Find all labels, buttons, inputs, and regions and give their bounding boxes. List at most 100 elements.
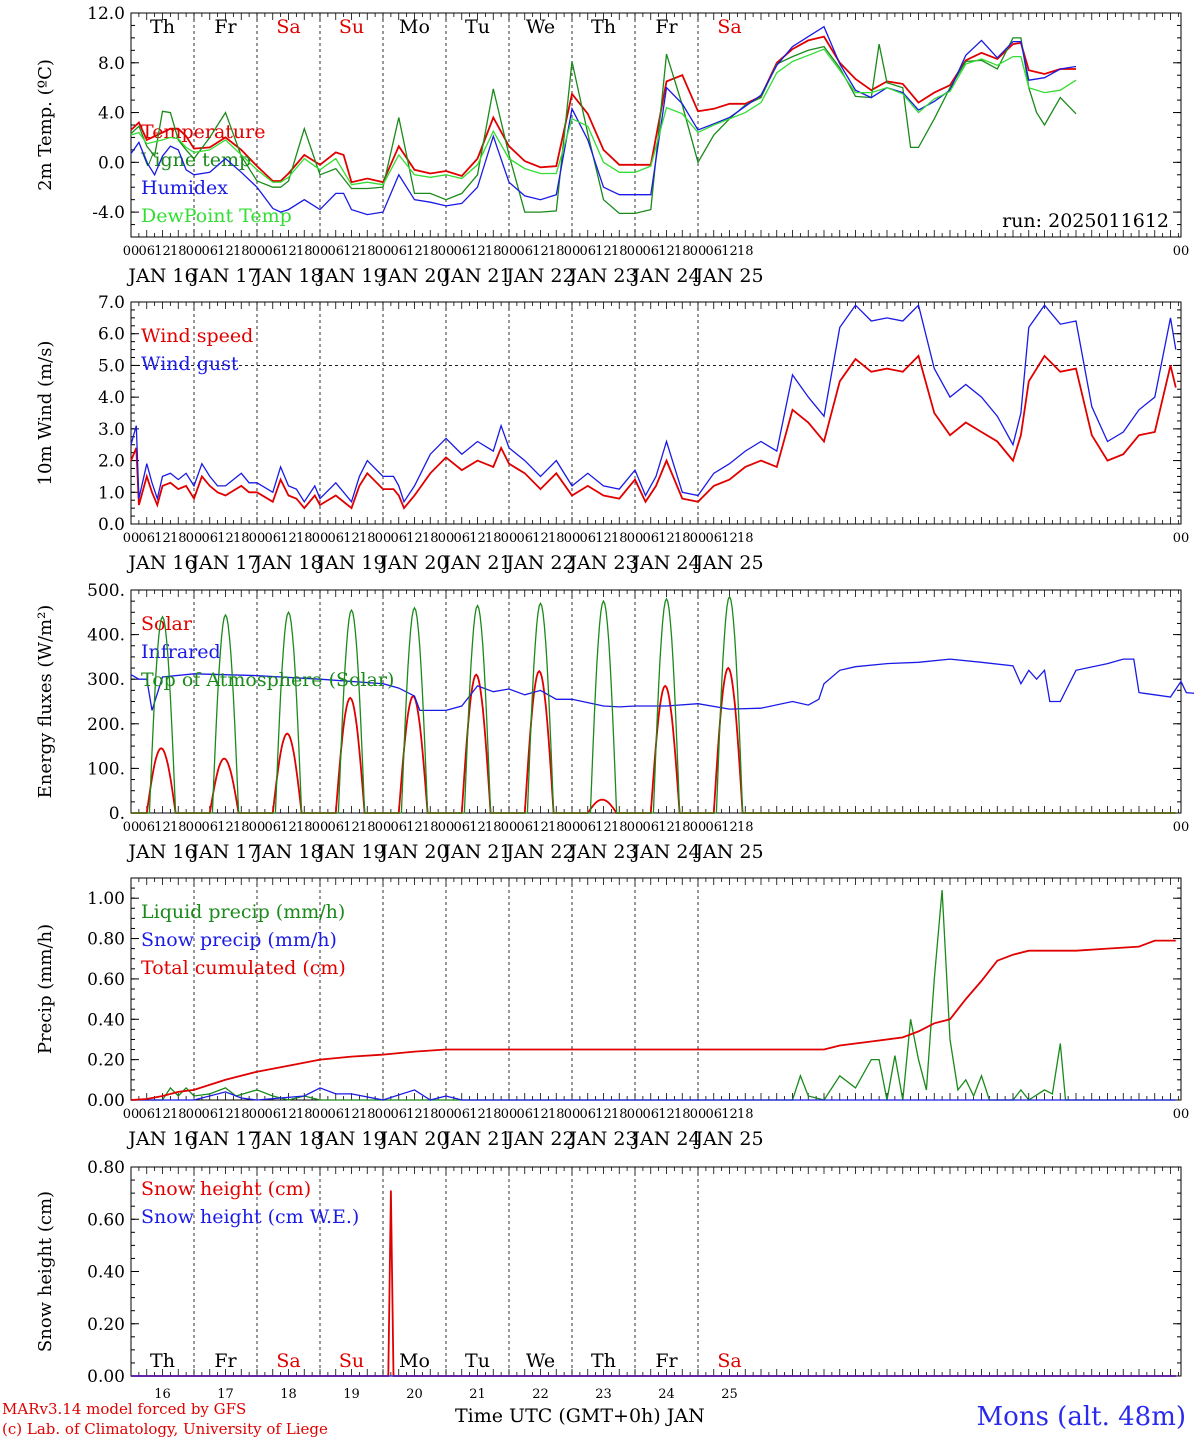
hour-tick-label: 12 xyxy=(532,244,549,259)
hour-tick-label: 18 xyxy=(548,244,565,259)
date-label: JAN 23 xyxy=(567,265,637,287)
date-label: JAN 25 xyxy=(693,265,763,287)
y-tick-label: 0.00 xyxy=(87,1367,125,1387)
hour-tick-label: 00 xyxy=(564,531,581,546)
legend-label: Wind gust xyxy=(141,353,239,375)
hour-tick-label: 18 xyxy=(359,820,376,835)
date-label: JAN 18 xyxy=(252,552,322,574)
day-name-label: Th xyxy=(150,1350,175,1372)
hour-tick-label: 00 xyxy=(690,1107,707,1122)
hour-tick-label: 12 xyxy=(532,531,549,546)
hour-tick-label: 06 xyxy=(705,244,722,259)
hour-tick-label: 06 xyxy=(264,1107,281,1122)
hour-tick-label: 12 xyxy=(343,244,360,259)
hour-tick-label: 18 xyxy=(296,244,313,259)
legend-label: Solar xyxy=(141,613,193,635)
hour-tick-label: 06 xyxy=(327,820,344,835)
hour-tick-label: 00 xyxy=(438,244,455,259)
day-name-label: Fr xyxy=(655,1350,678,1372)
date-label: JAN 21 xyxy=(441,841,511,863)
y-tick-label: 0.40 xyxy=(87,1010,125,1030)
hour-tick-label: 06 xyxy=(327,1107,344,1122)
y-tick-label: 4.0 xyxy=(98,104,125,124)
x-axis-title: Time UTC (GMT+0h) JAN xyxy=(455,1405,705,1427)
y-tick-label: 4.0 xyxy=(98,388,125,408)
hour-tick-label: 18 xyxy=(737,244,754,259)
y-tick-label: 0.80 xyxy=(87,1158,125,1178)
lab-credit: (c) Lab. of Climatology, University of L… xyxy=(2,1420,328,1438)
day-name-label: We xyxy=(526,1350,555,1372)
hour-tick-label: 12 xyxy=(280,531,297,546)
hour-tick-label: 06 xyxy=(138,820,155,835)
y-axis-label: Precip (mm/h) xyxy=(35,924,56,1054)
day-number-label: 23 xyxy=(595,1387,612,1402)
hour-tick-label: 00 xyxy=(375,1107,392,1122)
hour-tick-label: 12 xyxy=(406,244,423,259)
hour-tick-label: 18 xyxy=(422,244,439,259)
hour-tick-label: 18 xyxy=(737,820,754,835)
hour-tick-label: 18 xyxy=(611,531,628,546)
hour-tick-label: 18 xyxy=(233,820,250,835)
date-label: JAN 22 xyxy=(504,1128,574,1150)
day-number-label: 16 xyxy=(154,1387,171,1402)
hour-tick-label: 00 xyxy=(690,244,707,259)
hour-tick-label: 00 xyxy=(438,531,455,546)
hour-tick-label: 18 xyxy=(611,1107,628,1122)
hour-tick-label: 18 xyxy=(359,531,376,546)
y-tick-label: 0.20 xyxy=(87,1051,125,1071)
hour-tick-label: 18 xyxy=(233,1107,250,1122)
hour-tick-label: 06 xyxy=(453,531,470,546)
y-tick-label: 0.0 xyxy=(98,515,125,535)
legend-label: Snow precip (mm/h) xyxy=(141,929,337,951)
hour-tick-label: 18 xyxy=(611,244,628,259)
legend-label: Liquid precip (mm/h) xyxy=(141,901,345,923)
hour-tick-label: 06 xyxy=(327,244,344,259)
hour-tick-label: 18 xyxy=(485,820,502,835)
hour-tick-label: 12 xyxy=(406,820,423,835)
hour-tick-label: 06 xyxy=(201,820,218,835)
hour-tick-label: 00 xyxy=(123,1107,140,1122)
day-number-label: 20 xyxy=(406,1387,423,1402)
hour-tick-label: 06 xyxy=(264,531,281,546)
hour-tick-label: 00 xyxy=(249,531,266,546)
hour-tick-label: 12 xyxy=(280,244,297,259)
hour-tick-label: 00 xyxy=(1173,531,1190,546)
hour-tick-label: 06 xyxy=(138,531,155,546)
hour-tick-label: 12 xyxy=(595,531,612,546)
date-label: JAN 20 xyxy=(378,265,448,287)
hour-tick-label: 06 xyxy=(390,820,407,835)
date-label: JAN 22 xyxy=(504,841,574,863)
hour-tick-label: 06 xyxy=(201,1107,218,1122)
hour-tick-label: 00 xyxy=(186,1107,203,1122)
hour-tick-label: 12 xyxy=(406,531,423,546)
hour-tick-label: 00 xyxy=(627,1107,644,1122)
series-line-temperature xyxy=(130,35,1076,184)
hour-tick-label: 18 xyxy=(170,820,187,835)
hour-tick-label: 06 xyxy=(579,820,596,835)
day-name-label: Tu xyxy=(465,1350,490,1372)
date-label: JAN 25 xyxy=(693,1128,763,1150)
hour-tick-label: 06 xyxy=(642,531,659,546)
date-label: JAN 18 xyxy=(252,841,322,863)
hour-tick-label: 18 xyxy=(296,531,313,546)
panel-3: 500. 400. 300. 200. 100. 0. Energy fluxes (W/m… xyxy=(35,581,1194,863)
hour-tick-label: 06 xyxy=(201,244,218,259)
series-line-vigne-temp xyxy=(130,37,1077,215)
y-tick-label: 0.60 xyxy=(87,1210,125,1230)
hour-tick-label: 18 xyxy=(674,1107,691,1122)
date-label: JAN 20 xyxy=(378,1128,448,1150)
date-label: JAN 22 xyxy=(504,552,574,574)
series-line-wind-speed xyxy=(130,354,1177,510)
hour-tick-label: 06 xyxy=(390,244,407,259)
hour-tick-label: 06 xyxy=(516,244,533,259)
hour-tick-label: 06 xyxy=(705,531,722,546)
day-name-label: Sa xyxy=(276,1350,300,1372)
hour-tick-label: 00 xyxy=(123,820,140,835)
hour-tick-label: 00 xyxy=(564,820,581,835)
y-tick-label: 100. xyxy=(87,759,125,779)
y-tick-label: 400. xyxy=(87,626,125,646)
hour-tick-label: 18 xyxy=(737,531,754,546)
hour-tick-label: 00 xyxy=(312,531,329,546)
hour-tick-label: 00 xyxy=(375,820,392,835)
legend-label: Wind speed xyxy=(141,325,253,347)
